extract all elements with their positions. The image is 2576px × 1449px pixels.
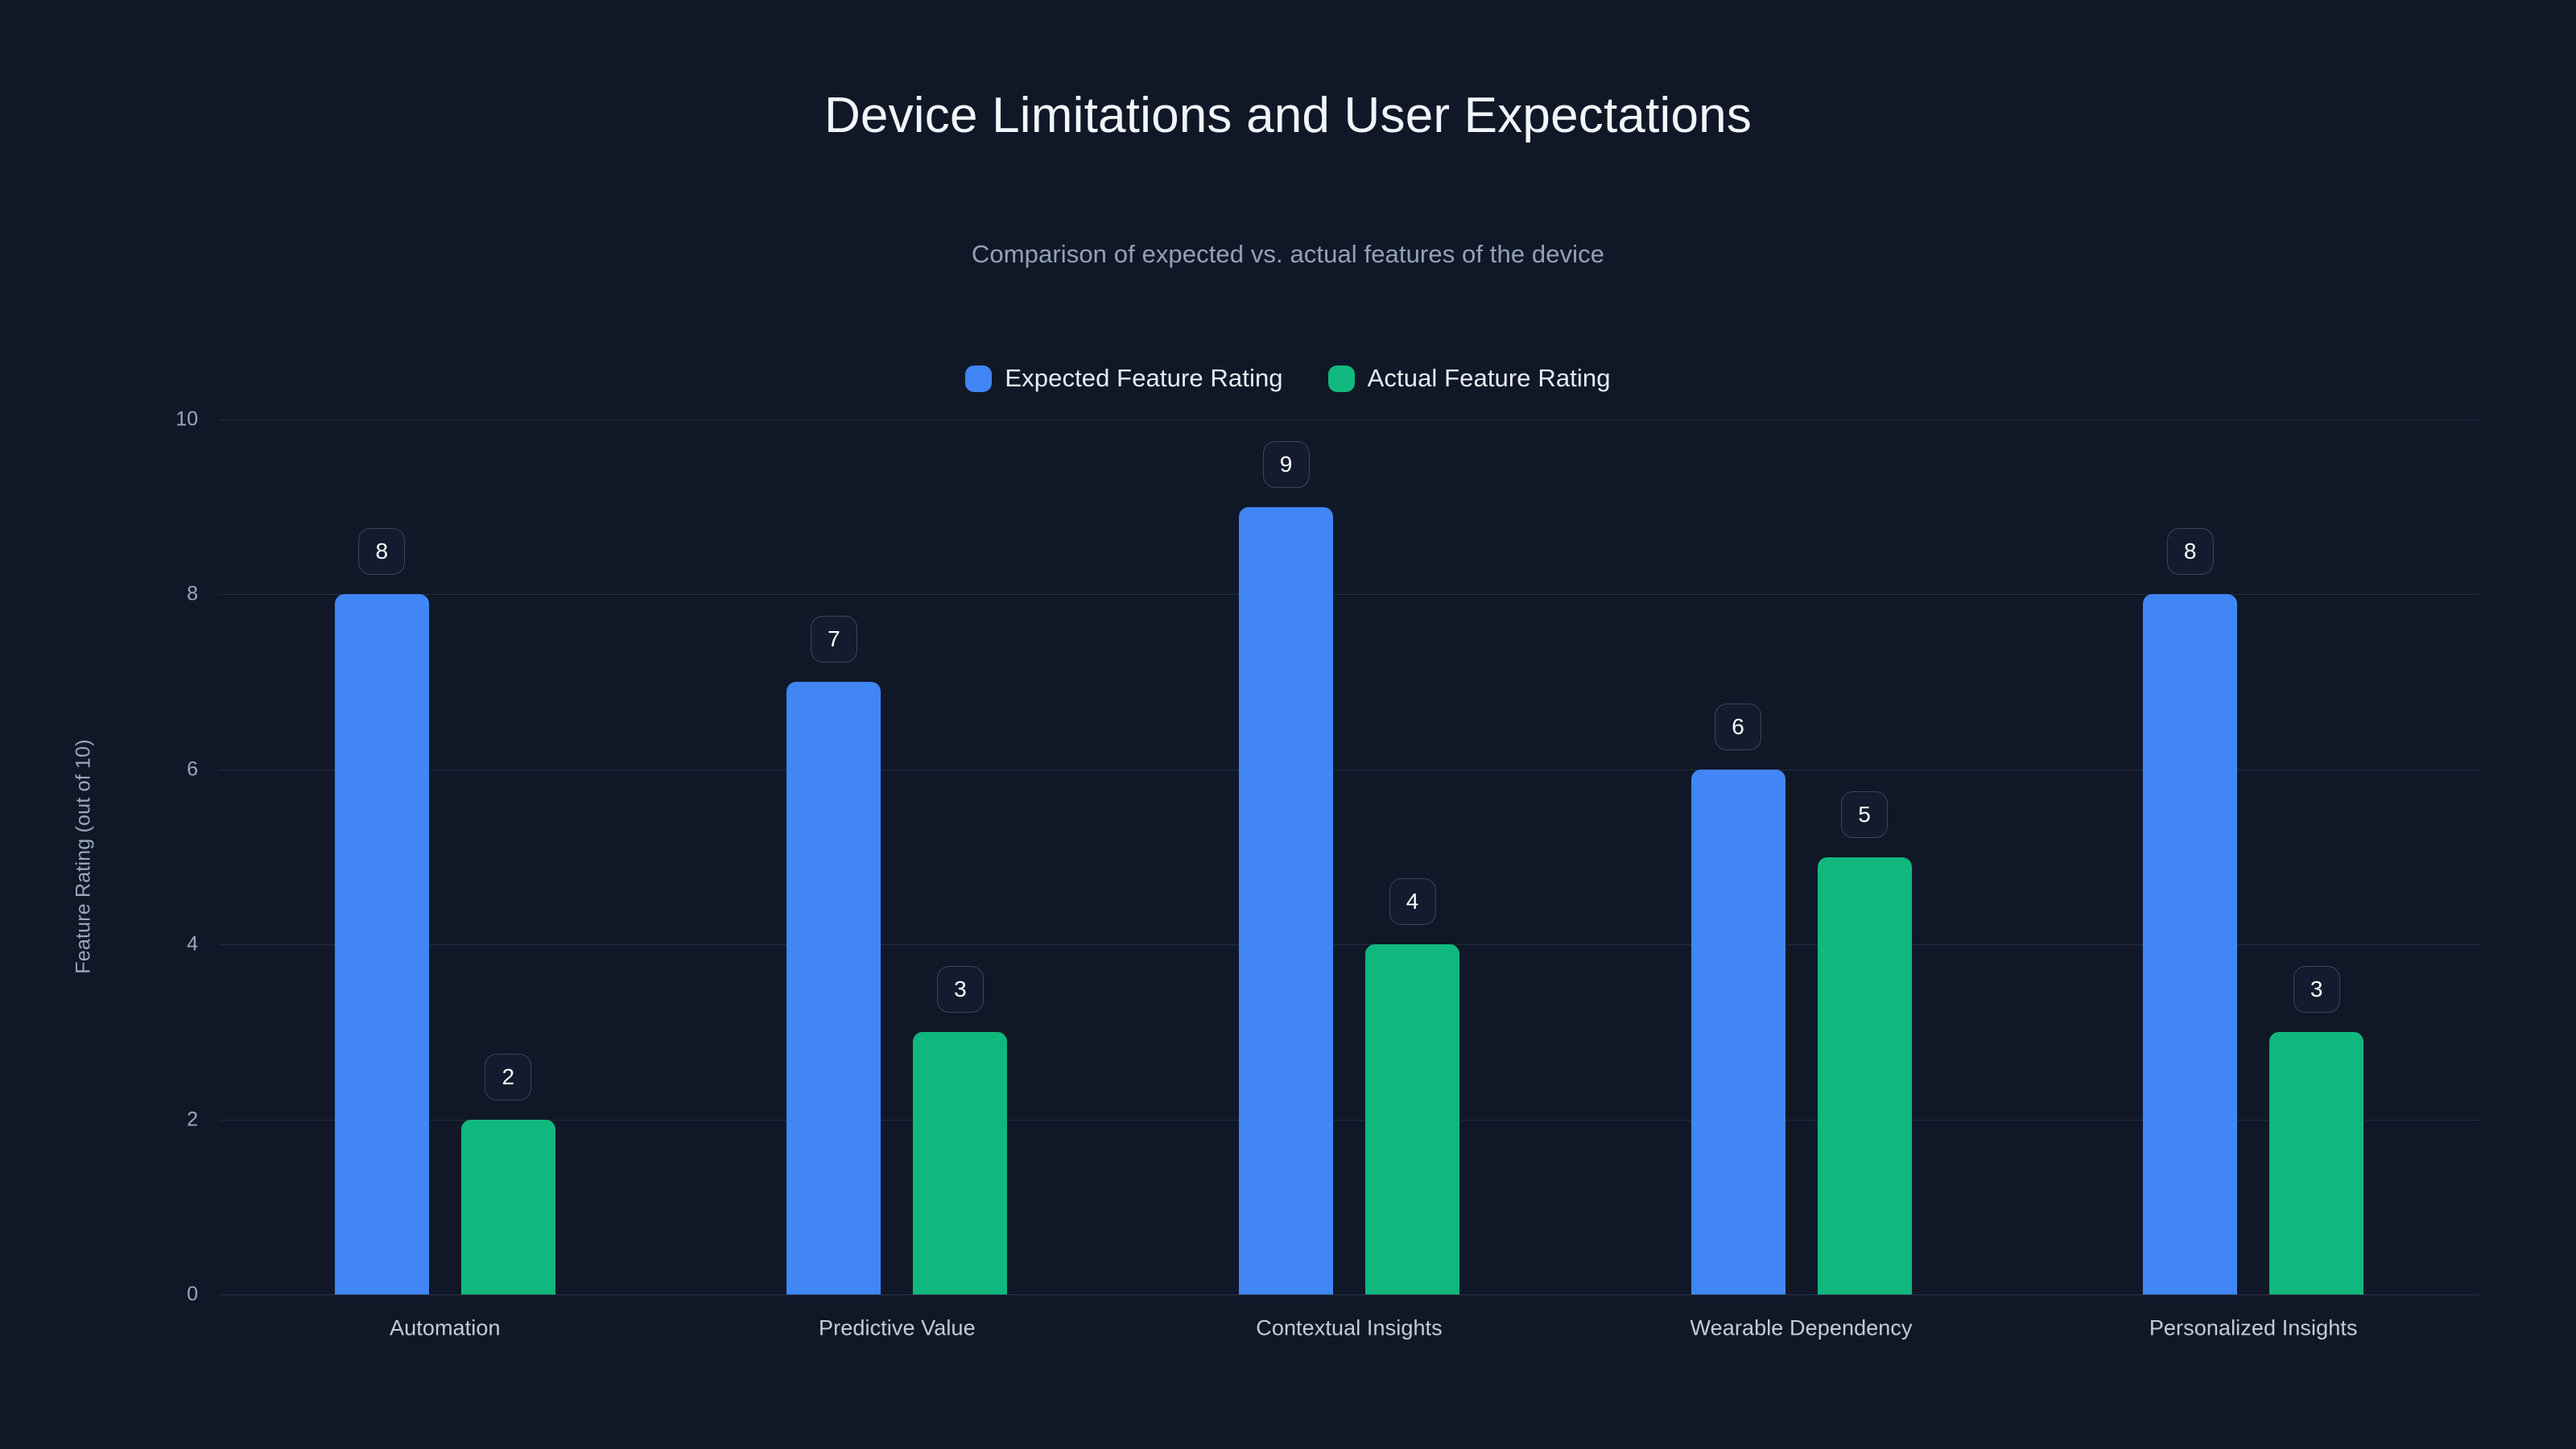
value-badge-1-0: 7 (810, 616, 857, 663)
x-axis-label-2: Contextual Insights (1256, 1315, 1443, 1340)
legend-item-1[interactable]: Actual Feature Rating (1327, 364, 1611, 393)
chart-legend: Expected Feature Rating Actual Feature Ra… (0, 364, 2576, 393)
legend-item-0[interactable]: Expected Feature Rating (965, 364, 1283, 393)
bar-0-1[interactable] (460, 1119, 555, 1294)
value-badge-3-0: 6 (1715, 703, 1762, 750)
value-badge-1-1: 3 (936, 965, 984, 1013)
value-badge-0-1: 2 (485, 1053, 532, 1100)
bar-0-0[interactable] (334, 594, 429, 1294)
y-tick-label-8: 8 (187, 582, 198, 605)
y-axis-title: Feature Rating (out of 10) (72, 739, 95, 974)
gridline-4 (219, 944, 2479, 946)
legend-swatch-icon (1327, 365, 1355, 392)
gridline-2 (219, 1119, 2479, 1121)
bar-1-0[interactable] (786, 682, 881, 1294)
bar-3-0[interactable] (1690, 769, 1785, 1294)
y-tick-label-0: 0 (187, 1282, 198, 1306)
value-badge-2-0: 9 (1262, 440, 1310, 488)
plot-area (219, 419, 2479, 1295)
value-badge-0-0: 8 (358, 528, 406, 576)
value-badge-4-1: 3 (2293, 965, 2340, 1013)
y-tick-label-6: 6 (187, 758, 198, 781)
bar-4-0[interactable] (2143, 594, 2238, 1294)
gridline-0 (219, 1294, 2479, 1295)
y-tick-label-4: 4 (187, 932, 198, 956)
bar-1-1[interactable] (913, 1031, 1008, 1294)
x-axis-label-1: Predictive Value (819, 1315, 976, 1340)
chart-title: Device Limitations and User Expectations (824, 88, 1752, 143)
x-axis-label-3: Wearable Dependency (1690, 1315, 1913, 1340)
x-axis-label-0: Automation (390, 1315, 501, 1340)
value-badge-3-1: 5 (1841, 791, 1889, 838)
value-badge-2-1: 4 (1389, 878, 1436, 926)
bar-4-1[interactable] (2269, 1031, 2364, 1294)
legend-label: Expected Feature Rating (1005, 364, 1283, 392)
bar-2-1[interactable] (1365, 944, 1459, 1294)
legend-label: Actual Feature Rating (1367, 364, 1611, 392)
bar-2-0[interactable] (1239, 506, 1333, 1294)
chart-subtitle: Comparison of expected vs. actual featur… (971, 240, 1605, 268)
y-tick-label-2: 2 (187, 1108, 198, 1131)
y-tick-label-10: 10 (175, 407, 198, 431)
legend-swatch-icon (965, 365, 993, 392)
gridline-10 (219, 419, 2479, 420)
bar-3-1[interactable] (1817, 857, 1912, 1294)
value-badge-4-0: 8 (2166, 528, 2214, 576)
gridline-8 (219, 594, 2479, 596)
x-axis-label-4: Personalized Insights (2149, 1315, 2358, 1340)
